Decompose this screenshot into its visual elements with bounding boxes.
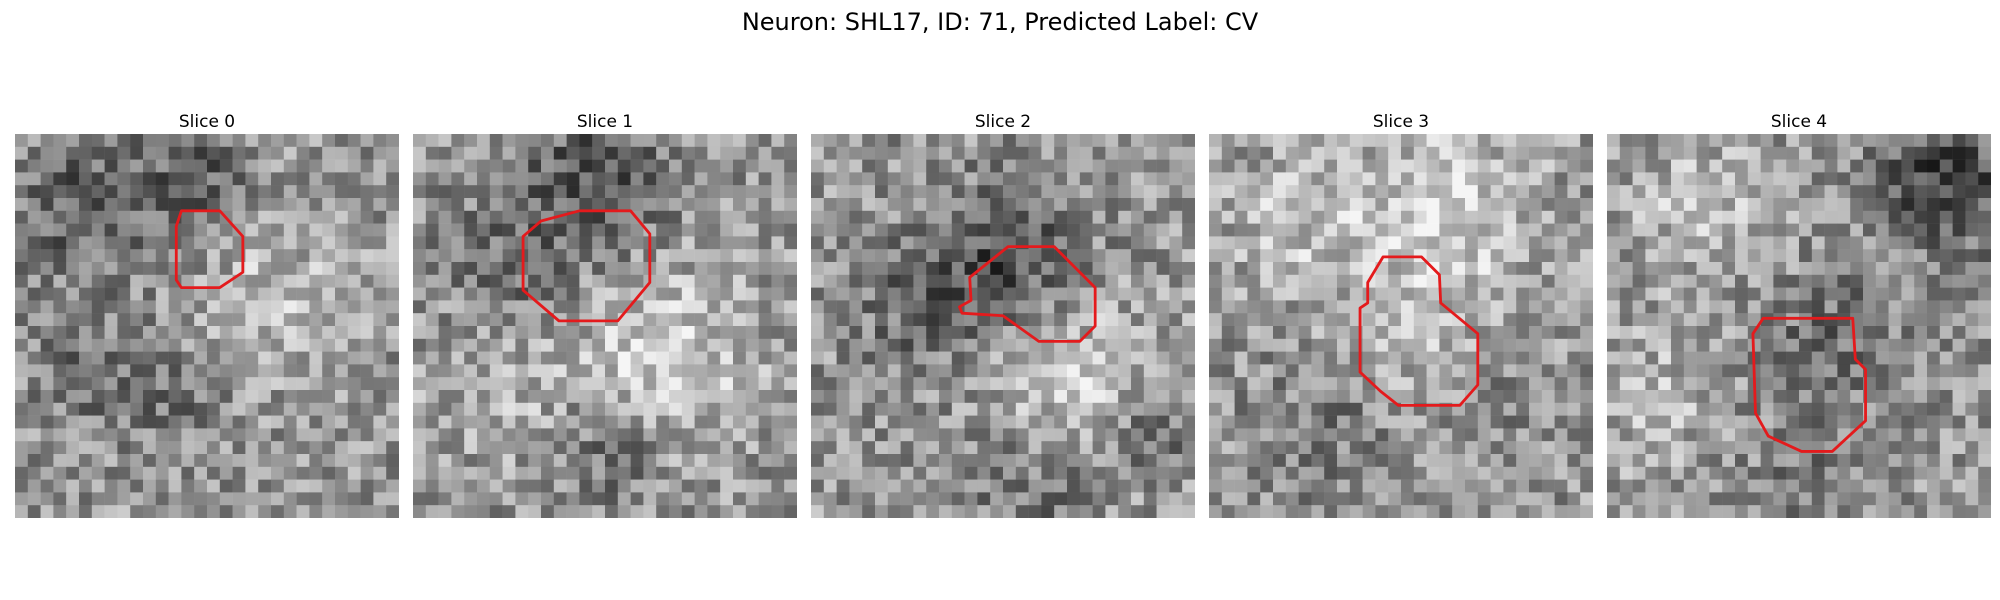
slice-title: Slice 3 (1372, 112, 1430, 132)
microscopy-image (413, 134, 797, 518)
slice-panel-4: Slice 4 (1607, 110, 1991, 518)
slice-panel-3: Slice 3 (1209, 110, 1593, 518)
roi-outline (1751, 316, 1867, 453)
slice-panel-2: Slice 2 (811, 110, 1195, 518)
microscopy-image (15, 134, 399, 518)
slice-panel-1: Slice 1 (413, 110, 797, 518)
slice-panel-0: Slice 0 (15, 110, 399, 518)
roi-outline (174, 209, 245, 290)
roi-outline (958, 245, 1097, 343)
microscopy-image (811, 134, 1195, 518)
slice-title: Slice 0 (178, 112, 236, 132)
roi-outline (521, 209, 652, 323)
slice-title: Slice 1 (576, 112, 634, 132)
microscopy-image (1209, 134, 1593, 518)
slice-title: Slice 2 (974, 112, 1032, 132)
roi-outline (1358, 255, 1480, 407)
slice-title: Slice 4 (1770, 112, 1828, 132)
microscopy-image (1607, 134, 1991, 518)
figure-title: Neuron: SHL17, ID: 71, Predicted Label: … (741, 8, 1259, 36)
